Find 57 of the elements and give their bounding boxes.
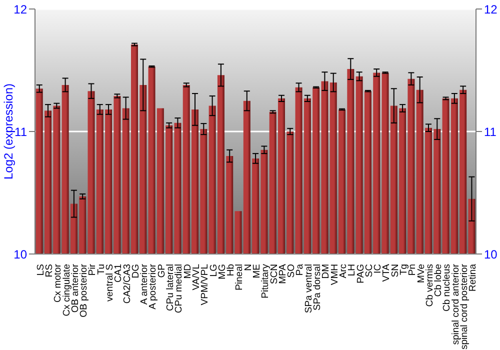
x-tick-label: Pa <box>294 263 306 276</box>
x-tick-label: MPA <box>277 263 288 284</box>
y-tick-label: 11 <box>14 124 28 139</box>
x-tick-label: PAG <box>355 264 366 284</box>
x-tick-label: N <box>242 264 254 271</box>
x-tick-label: CA2/CA3 <box>122 264 133 304</box>
x-tick-label: Cb vermis <box>424 264 436 307</box>
x-tick-label: Pineal <box>234 264 246 290</box>
x-tick-label: LS <box>35 264 46 276</box>
x-tick-label: ME <box>252 264 262 278</box>
y-tick-label: 10 <box>14 247 28 262</box>
x-tick-label: Retina <box>468 263 479 292</box>
x-tick-label: MG <box>216 264 228 280</box>
x-tick-label: OB anterior <box>70 264 81 313</box>
x-tick-label: CPu medial <box>174 264 185 314</box>
x-tick-label: ventral S <box>104 264 116 302</box>
x-tick-label: LH <box>346 264 358 276</box>
x-tick-label: Arc <box>338 264 349 278</box>
y2-tick-label: 10 <box>484 247 498 262</box>
x-tick-label: A posterior <box>148 264 159 310</box>
x-tick-label: CA1 <box>113 264 124 282</box>
x-tick-label: OB posterior <box>78 264 90 318</box>
x-tick-label: SC <box>364 264 375 278</box>
x-tick-label: spinal cord posterior <box>459 264 470 350</box>
x-tick-label: Tg <box>398 264 410 276</box>
x-tick-label: DM <box>320 264 332 279</box>
x-tick-label: SPa dorsal <box>312 264 324 310</box>
x-tick-label: VA/VL <box>190 264 202 290</box>
y2-tick-label: 11 <box>484 124 497 139</box>
x-tick-label: SCN <box>268 264 280 284</box>
x-tick-label: Pituitary <box>260 264 272 298</box>
x-tick-label: Cb nucleus <box>442 264 453 312</box>
x-tick-label: RS <box>44 264 55 278</box>
x-tick-label: Cx cingulate <box>61 264 72 316</box>
x-tick-label: SPa ventral <box>303 264 314 314</box>
x-tick-label: VPM/VPL <box>200 264 211 306</box>
y-axis-title: Log2 (expression) <box>1 83 16 180</box>
x-tick-label: A anterior <box>139 264 150 305</box>
x-tick-label: Pn <box>407 264 418 276</box>
x-tick-label: MVe <box>416 264 427 284</box>
x-tick-label: MD <box>182 264 194 279</box>
x-tick-label: Tu <box>96 264 107 275</box>
x-tick-label: LG <box>208 264 220 277</box>
x-tick-label: SN <box>390 264 401 278</box>
x-tick-label: Cb lobe <box>433 264 444 297</box>
x-tick-label: GP <box>156 264 168 278</box>
y-tick-label: 12 <box>14 2 28 16</box>
x-tick-label: Pir <box>87 264 98 276</box>
x-tick-label: Cx motor <box>52 264 64 303</box>
x-tick-label: SO <box>286 264 298 278</box>
y2-tick-label: 12 <box>484 2 498 16</box>
x-tick-label: IC <box>372 264 384 274</box>
x-tick-label: DG <box>130 264 142 278</box>
x-tick-label: Hb <box>226 264 237 276</box>
x-tick-label: VTA <box>381 263 392 282</box>
x-tick-label: VMH <box>329 264 340 286</box>
x-tick-label: spinal cord anterior <box>450 264 462 345</box>
